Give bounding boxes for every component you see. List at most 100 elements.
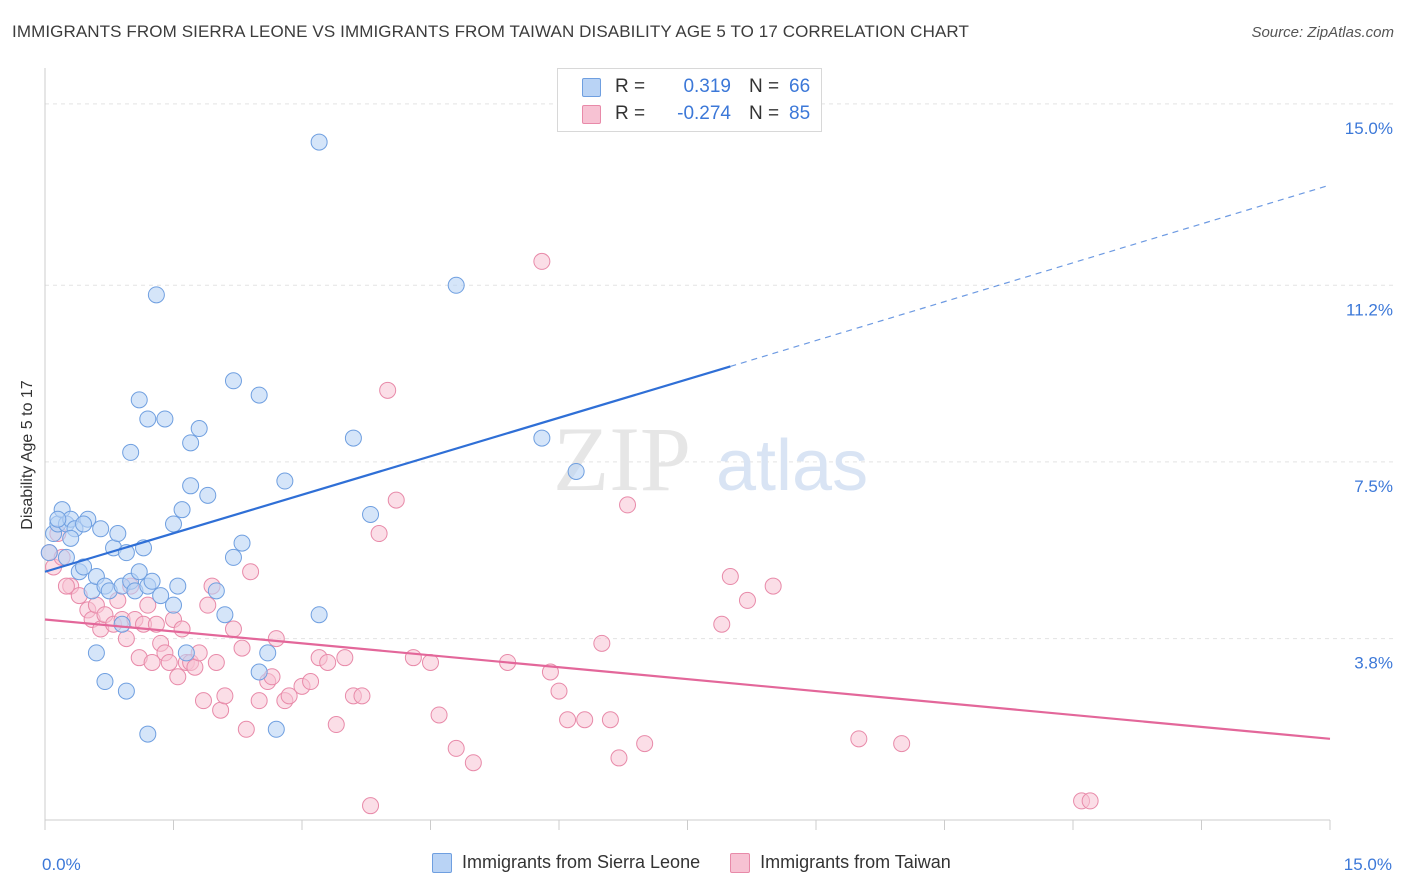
sierra-leone-point: [199, 486, 217, 504]
taiwan-point: [336, 649, 354, 667]
x-tick-label: 15.0%: [1344, 855, 1392, 874]
taiwan-point: [764, 577, 782, 595]
y-tick-label: 3.8%: [1354, 654, 1393, 673]
grid-layer: [45, 103, 1395, 640]
sierra-leone-point: [276, 472, 294, 490]
sierra-leone-point: [310, 133, 328, 151]
points-layer: [40, 133, 1099, 815]
taiwan-point: [379, 381, 397, 399]
taiwan-point: [550, 682, 568, 700]
taiwan-point: [194, 692, 212, 710]
trend-layer: [44, 184, 1331, 740]
sierra-leone-point: [344, 429, 362, 447]
sierra-leone-point: [250, 386, 268, 404]
series-swatch-blue: [432, 852, 452, 873]
sierra-leone-point: [216, 606, 234, 624]
sierra-leone-point: [207, 582, 225, 600]
taiwan-point: [237, 720, 255, 738]
sierra-leone-point: [177, 644, 195, 662]
sierra-leone-point: [49, 510, 67, 528]
taiwan-point: [370, 525, 388, 543]
taiwan-point: [207, 653, 225, 671]
sierra-leone-point: [109, 525, 127, 543]
legend-r-label: R =: [615, 103, 646, 124]
legend-swatch-pink: [582, 104, 601, 124]
taiwan-point: [143, 653, 161, 671]
y-tick-label: 15.0%: [1345, 119, 1393, 138]
sierra-leone-point: [533, 429, 551, 447]
taiwan-point: [601, 711, 619, 729]
taiwan-point: [216, 687, 234, 705]
chart-title: IMMIGRANTS FROM SIERRA LEONE VS IMMIGRAN…: [12, 22, 969, 41]
sierra-leone-point: [143, 572, 161, 590]
taiwan-point: [541, 663, 559, 681]
series-swatch-pink: [730, 852, 751, 873]
legend-n-label: N =: [749, 103, 780, 124]
legend-row-sierra-leone: R = 0.319 N = 66: [582, 75, 810, 99]
taiwan-point: [430, 706, 448, 724]
sierra-leone-point: [165, 596, 182, 614]
legend-n-value: 66: [789, 76, 811, 97]
taiwan-point: [147, 615, 165, 633]
taiwan-point: [533, 252, 551, 270]
sierra-leone-point: [156, 410, 174, 428]
taiwan-point: [353, 687, 371, 705]
sierra-leone-point: [122, 443, 140, 461]
series-legend-sierra-leone: Immigrants from Sierra Leone: [432, 852, 700, 873]
axes-layer: [44, 68, 1331, 830]
taiwan-trendline: [44, 618, 1331, 740]
sierra-leone-point: [182, 477, 200, 495]
taiwan-point: [199, 596, 217, 614]
sierra-leone-point: [96, 673, 114, 691]
taiwan-point: [267, 630, 285, 648]
taiwan-point: [224, 620, 242, 638]
sierra-leone-point: [267, 720, 285, 738]
legend-r-value: 0.319: [683, 76, 731, 97]
taiwan-point: [186, 658, 204, 676]
sierra-leone-point: [165, 515, 182, 533]
sierra-leone-point: [117, 682, 135, 700]
sierra-leone-trendline-extension: [730, 184, 1331, 368]
sierra-leone-point: [147, 286, 165, 304]
taiwan-point: [302, 673, 320, 691]
taiwan-point: [327, 716, 345, 734]
stats-legend: R = 0.319 N = 66 R = -0.274 N = 85: [557, 68, 822, 132]
sierra-leone-point: [567, 462, 585, 480]
x-tick-label: 0.0%: [42, 855, 81, 874]
legend-row-taiwan: R = -0.274 N = 85: [582, 102, 810, 126]
watermark-zip: ZIP: [553, 408, 691, 510]
sierra-leone-point: [75, 558, 93, 576]
legend-n-value: 85: [789, 103, 811, 124]
taiwan-point: [57, 577, 75, 595]
sierra-leone-point: [75, 515, 93, 533]
taiwan-point: [319, 653, 337, 671]
taiwan-point: [738, 591, 756, 609]
sierra-leone-point: [130, 563, 148, 581]
taiwan-point: [713, 615, 731, 633]
taiwan-point: [619, 496, 637, 514]
taiwan-point: [850, 730, 868, 748]
sierra-leone-point: [92, 520, 110, 538]
taiwan-point: [160, 653, 178, 671]
series-legend-taiwan: Immigrants from Taiwan: [730, 852, 951, 873]
sierra-leone-point: [139, 725, 157, 743]
series-legend: Immigrants from Sierra Leone Immigrants …: [432, 852, 981, 873]
sierra-leone-point: [259, 644, 277, 662]
series-label-taiwan: Immigrants from Taiwan: [760, 852, 951, 872]
legend-n-label: N =: [749, 76, 780, 97]
legend-swatch-blue: [582, 77, 601, 97]
sierra-leone-point: [447, 276, 465, 294]
sierra-leone-point: [362, 505, 380, 523]
taiwan-point: [233, 639, 251, 657]
sierra-leone-point: [62, 529, 80, 547]
sierra-leone-point: [182, 434, 200, 452]
sierra-leone-point: [224, 548, 242, 566]
taiwan-point: [212, 701, 230, 719]
series-label-sierra-leone: Immigrants from Sierra Leone: [462, 852, 701, 872]
legend-r-value: -0.274: [677, 103, 731, 124]
taiwan-point: [576, 711, 594, 729]
taiwan-point: [893, 735, 911, 753]
sierra-leone-point: [173, 501, 191, 519]
watermark-atlas: atlas: [716, 426, 868, 506]
sierra-leone-point: [224, 372, 242, 390]
